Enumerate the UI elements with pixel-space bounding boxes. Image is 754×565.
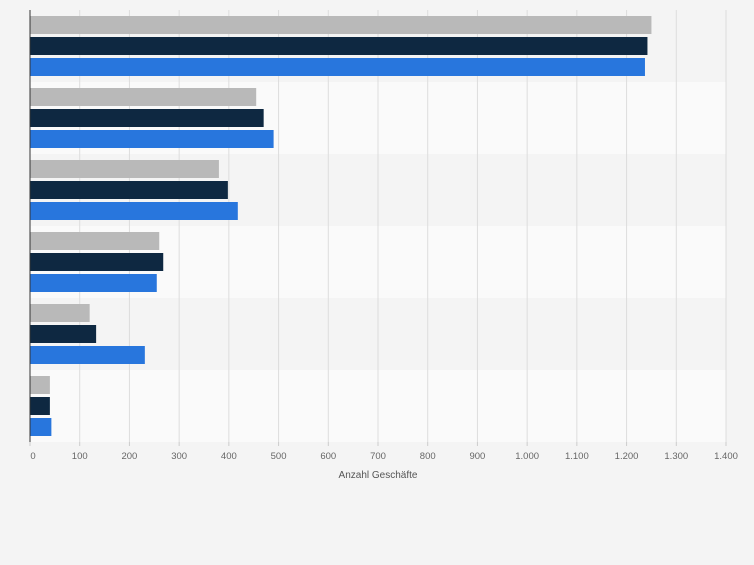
x-tick-label-1200: 1.200 [615, 451, 639, 462]
bar-row3-series1[interactable] [30, 160, 219, 178]
bar-row5-series2[interactable] [30, 325, 97, 343]
x-tick-label-900: 900 [469, 451, 485, 462]
bar-row4-series3[interactable] [30, 274, 157, 292]
x-tick-label-100: 100 [72, 451, 88, 462]
bar-row6-series1[interactable] [30, 376, 50, 394]
bar-row2-series3[interactable] [30, 130, 274, 148]
bar-row2-series2[interactable] [30, 109, 264, 127]
x-tick-label-1400: 1.400 [714, 451, 738, 462]
bar-row4-series1[interactable] [30, 232, 160, 250]
x-tick-label-300: 300 [171, 451, 187, 462]
bars [30, 16, 652, 436]
bar-row3-series2[interactable] [30, 181, 228, 199]
x-tick-label-700: 700 [370, 451, 386, 462]
x-axis-label: Anzahl Geschäfte [339, 470, 418, 481]
x-tick-label-1100: 1.100 [565, 451, 589, 462]
x-tick-label-600: 600 [320, 451, 336, 462]
x-tick-label-800: 800 [420, 451, 436, 462]
gridlines [79, 10, 727, 442]
x-tick-label-200: 200 [121, 451, 137, 462]
bar-row1-series2[interactable] [30, 37, 648, 55]
bar-row6-series3[interactable] [30, 418, 52, 436]
x-tick-label-0: 0 [30, 451, 35, 462]
bar-row2-series1[interactable] [30, 88, 257, 106]
bar-row3-series3[interactable] [30, 202, 238, 220]
bar-row5-series3[interactable] [30, 346, 145, 364]
x-tick-label-500: 500 [271, 451, 287, 462]
bar-row1-series3[interactable] [30, 58, 645, 76]
x-axis-ticks: 0 100 200 300 400 500 600 700 800 900 1.000 1.100 1.… [29, 442, 738, 462]
x-tick-label-1000: 1.000 [515, 451, 539, 462]
x-tick-label-1300: 1.300 [664, 451, 688, 462]
bar-row1-series1[interactable] [30, 16, 652, 34]
bar-row4-series2[interactable] [30, 253, 164, 271]
bar-row5-series1[interactable] [30, 304, 90, 322]
x-tick-label-400: 400 [221, 451, 237, 462]
bar-row6-series2[interactable] [30, 397, 50, 415]
